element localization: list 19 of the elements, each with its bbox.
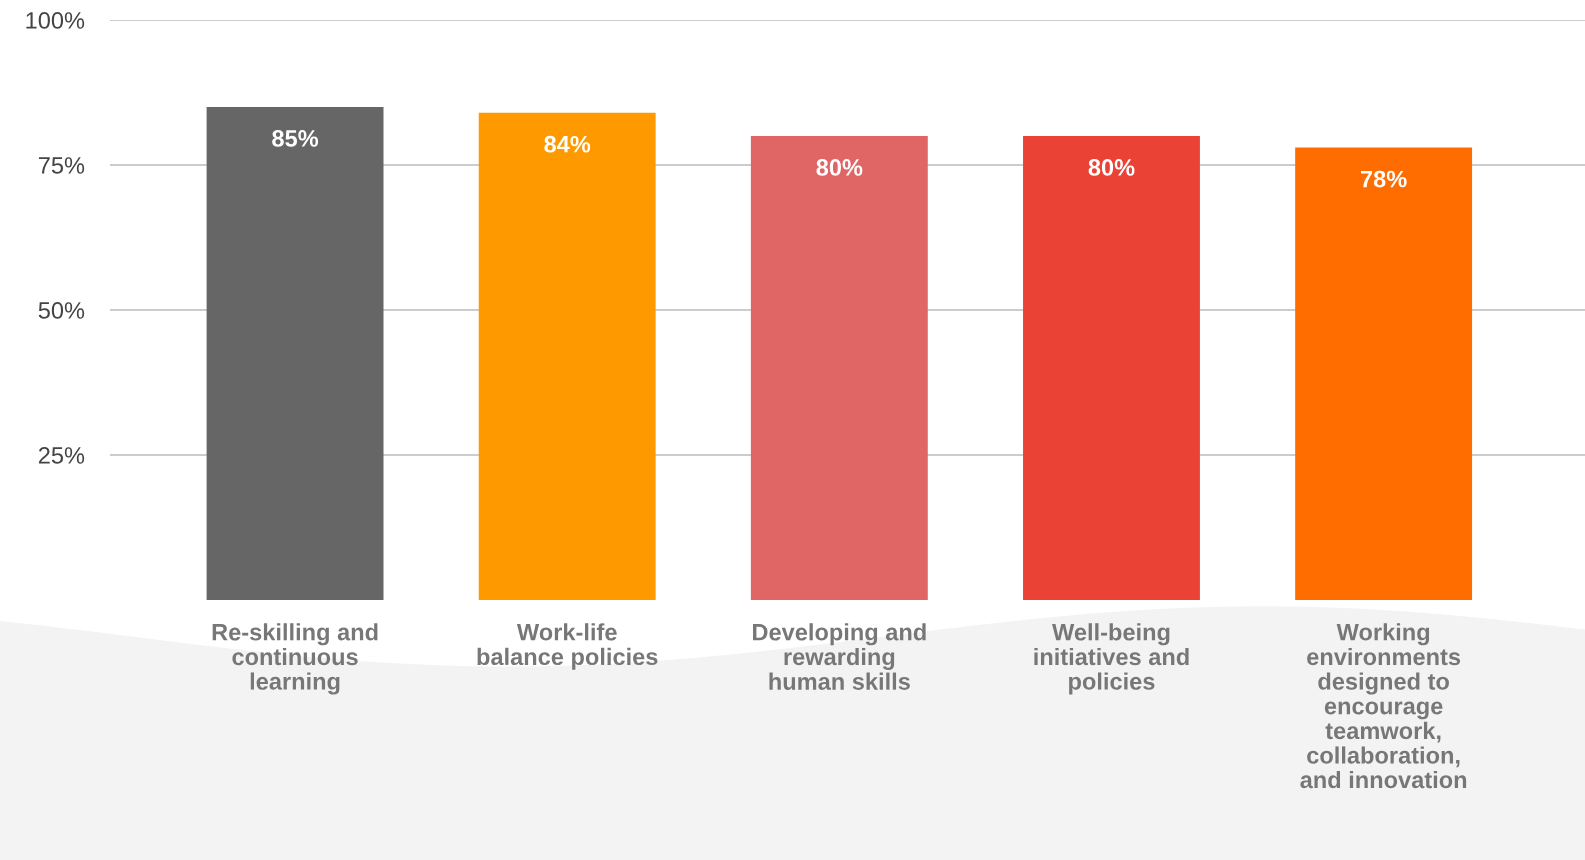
data-label: 80% <box>1088 159 1135 176</box>
y-tick-label: 25% <box>38 447 85 464</box>
x-tick-label: Well-being initiatives and policies <box>1034 623 1189 695</box>
x-tick-label: Work-life balance policies <box>477 623 658 670</box>
bar <box>1295 147 1473 600</box>
bar <box>1023 136 1200 600</box>
x-tick-label: Developing and rewarding human skills <box>753 623 926 690</box>
data-label: 78% <box>1361 170 1407 188</box>
x-tick-label: Working environments designed to encourage teamwork, collaboration, and innovation <box>1300 623 1467 789</box>
bar <box>750 136 928 600</box>
y-tick-label: 75% <box>38 157 85 174</box>
bar <box>478 112 656 600</box>
y-tick-label: 100% <box>26 12 85 29</box>
data-label: 85% <box>272 130 319 147</box>
data-label: 84% <box>544 135 591 153</box>
data-label: 80% <box>816 159 863 176</box>
bar <box>206 107 384 600</box>
x-tick-label: Re-skilling and continuous learning <box>212 623 378 695</box>
y-tick-label: 50% <box>38 302 85 319</box>
